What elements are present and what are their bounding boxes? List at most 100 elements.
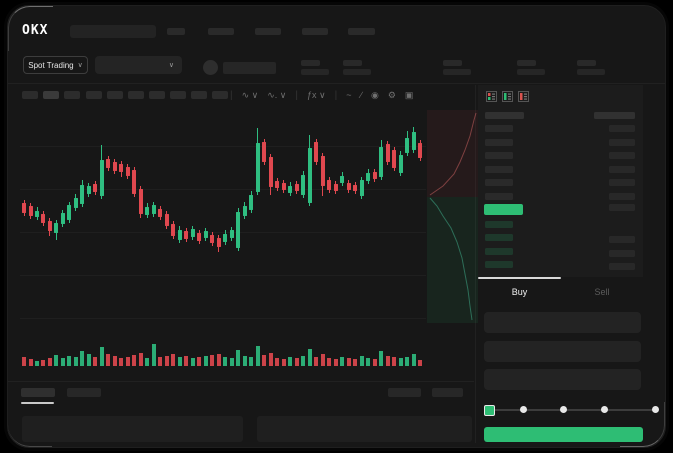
bottom-tab-placeholder[interactable] (21, 388, 55, 397)
nav-item-placeholder[interactable] (167, 28, 185, 35)
ask-price-row[interactable] (485, 152, 513, 159)
line-tool-icon[interactable]: ~ (346, 90, 352, 100)
ask-price-row[interactable] (485, 125, 513, 132)
book-view-asks-icon[interactable] (518, 91, 529, 102)
stat-label-placeholder (517, 60, 536, 66)
timeframe-button[interactable] (149, 91, 165, 99)
stat-label-placeholder (443, 60, 462, 66)
candle (346, 183, 351, 190)
timeframe-button[interactable] (86, 91, 102, 99)
timeframe-button[interactable] (107, 91, 123, 99)
candle (119, 164, 123, 172)
slider-handle[interactable] (484, 404, 495, 416)
bid-price-row[interactable] (485, 221, 513, 228)
volume-bar (138, 353, 143, 366)
nav-item-placeholder[interactable] (255, 28, 281, 35)
timeframe-button[interactable] (43, 91, 59, 99)
compare-icon[interactable]: ∿. ∨ (267, 89, 287, 100)
candle (242, 206, 247, 216)
candle (262, 142, 266, 162)
nav-item-placeholder[interactable] (348, 28, 375, 35)
volume-bar (119, 358, 123, 366)
volume-bar (262, 355, 266, 366)
bottom-section-divider (8, 381, 474, 382)
slider-step-dot[interactable] (600, 406, 608, 413)
volume-bar (86, 354, 91, 366)
ask-amount-placeholder (609, 179, 635, 186)
depth-bids-area (427, 197, 478, 323)
volume-bar (47, 358, 52, 366)
book-view-bids-icon[interactable] (502, 91, 513, 102)
slider-step-dot[interactable] (559, 406, 567, 413)
bid-price-row[interactable] (485, 234, 513, 241)
bid-price-row[interactable] (485, 248, 513, 255)
ask-price-row[interactable] (485, 179, 513, 186)
nav-item-placeholder[interactable] (208, 28, 234, 35)
bid-price-row[interactable] (485, 261, 513, 268)
candle (333, 184, 338, 191)
timeframe-button[interactable] (64, 91, 80, 99)
market-type-dropdown[interactable]: Spot Trading ∨ (23, 56, 88, 74)
bottom-action-placeholder[interactable] (432, 388, 463, 397)
candle (327, 180, 331, 190)
volume-bar (93, 357, 97, 366)
depth-chart[interactable] (427, 110, 478, 323)
book-view-all-icon[interactable] (486, 91, 497, 102)
candle (203, 231, 208, 238)
slider-track[interactable] (489, 409, 655, 411)
ask-price-row[interactable] (485, 139, 513, 146)
price-input[interactable] (484, 312, 641, 333)
bottom-action-placeholder[interactable] (388, 388, 421, 397)
header-divider (8, 83, 665, 84)
settings-gear-icon[interactable]: ⚙ (387, 89, 396, 100)
candle (41, 214, 45, 223)
buy-submit-button[interactable] (484, 427, 643, 442)
timeframe-button[interactable] (212, 91, 228, 99)
depth-asks-area (427, 110, 478, 197)
candle (86, 186, 91, 194)
last-price-highlight[interactable] (484, 204, 523, 215)
timeframe-button[interactable] (170, 91, 186, 99)
volume-bar (411, 354, 416, 366)
toolbar-divider: | (295, 89, 298, 101)
amount-input[interactable] (484, 341, 641, 362)
timeframe-button[interactable] (22, 91, 38, 99)
fullscreen-icon[interactable]: ▣ (404, 89, 414, 100)
stat-value-placeholder (517, 68, 545, 75)
slider-step-dot[interactable] (519, 406, 527, 413)
chart-style-icon[interactable]: ∿ ∨ (241, 89, 259, 100)
indicators-icon[interactable]: ƒx ∨ (307, 89, 326, 100)
stat-value-placeholder (443, 68, 471, 75)
camera-snapshot-icon[interactable]: ◉ (370, 89, 379, 100)
timeframe-button[interactable] (128, 91, 144, 99)
ask-price-row[interactable] (485, 166, 513, 173)
tab-sell[interactable]: Sell (594, 287, 610, 297)
candle (54, 223, 58, 233)
ask-price-row[interactable] (485, 193, 513, 200)
candle (249, 195, 253, 210)
candle (22, 203, 26, 213)
candle (125, 167, 130, 176)
bottom-tab-placeholder[interactable] (67, 388, 101, 397)
volume-bar (41, 360, 45, 366)
trading-app-window: OKX Spot Trading ∨ ∨ | ∿ ∨ ∿. ∨ | ƒx ∨ | ~ ∕ ◉ ⚙ ▣ (7, 5, 666, 448)
stat-label-placeholder (577, 60, 596, 66)
volume-bar (151, 344, 156, 366)
candle (307, 148, 312, 203)
pair-selector-dropdown[interactable]: ∨ (95, 56, 182, 74)
volume-bar (184, 356, 188, 366)
volume-bar (385, 356, 390, 366)
search-input[interactable] (70, 25, 156, 38)
volume-bar (288, 357, 292, 366)
tab-buy[interactable]: Buy (511, 287, 528, 297)
price-chart[interactable] (8, 6, 665, 447)
nav-item-placeholder[interactable] (302, 28, 328, 35)
slider-step-dot[interactable] (651, 406, 659, 413)
candle (93, 184, 97, 192)
timeframe-button[interactable] (191, 91, 207, 99)
measure-ruler-icon[interactable]: ∕ (360, 90, 362, 100)
volume-bar (80, 351, 84, 366)
volume-bar (54, 355, 58, 366)
total-input[interactable] (484, 369, 641, 390)
candle (151, 205, 156, 214)
